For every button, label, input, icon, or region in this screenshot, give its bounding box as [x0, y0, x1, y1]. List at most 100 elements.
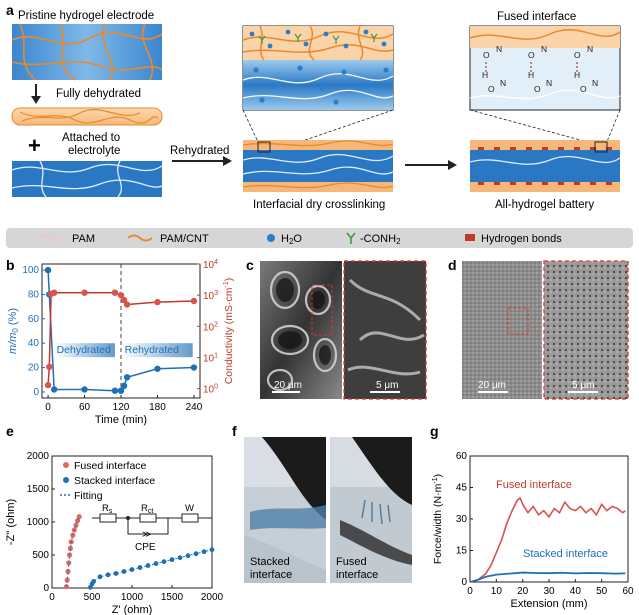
pam-cnt-icon [127, 234, 153, 242]
chart-b-cond-point [117, 291, 125, 299]
chart-b-ytick-right-label: 100 [203, 384, 218, 396]
chart-g-xtick-label: 0 [467, 586, 473, 597]
chart-b-cond-point [81, 289, 88, 296]
chart-b-cond-point [46, 363, 53, 371]
chart-b-dehydrated-arrow [54, 343, 115, 358]
chart-e-fused-point [63, 584, 69, 590]
fused-label: Fused interface [497, 11, 576, 23]
chart-b-ytick-left-label: 60 [28, 314, 40, 325]
atom-n-2: N [500, 78, 506, 88]
chart-b-mass-point [111, 387, 119, 394]
chart-b-mass-point [120, 382, 128, 390]
panel-label-c: c [246, 257, 254, 273]
chart-b-ytick-left-label: 80 [28, 289, 40, 300]
conh2-icon [346, 232, 356, 244]
chart-e-ytick-label: 0 [43, 583, 49, 594]
chart-b-ylabel-right: Conductivity (mS·cm-1) [223, 278, 235, 385]
scale-c-left: 20 μm [274, 380, 302, 391]
chart-g-ytick-label: 30 [456, 514, 468, 525]
interfacial-label: Interfacial dry crosslinking [253, 199, 385, 211]
chart-e-stacked-fit [89, 549, 213, 588]
chart-b-xlabel: Time (min) [95, 414, 147, 426]
chart-e-fused-fit [65, 516, 80, 587]
chart-e-legend-stacked: Stacked interface [74, 475, 155, 487]
chart-e-stacked-point [145, 563, 151, 568]
circuit-rs-label: Rs [102, 503, 113, 515]
circuit-rct [139, 513, 157, 523]
chart-b-mass-point [44, 266, 52, 274]
chart-b-mass-point [123, 374, 131, 381]
chart-b: 0 60 120 180 240 0 20 40 60 80 100 100 101 102 103 104 m… [7, 259, 235, 426]
chart-e-fused-point [67, 545, 73, 552]
chart-b-cond-point [120, 296, 128, 304]
chart-g-xtick-label: 30 [543, 586, 555, 597]
chart-e: 0 500 1000 1500 2000 0 500 1000 1500 2000 Z' (ohm)… [5, 451, 224, 615]
chart-g-xtick-label: 40 [570, 586, 582, 597]
chart-b-ytick-right-label: 104 [203, 259, 218, 271]
chart-b-cond-point [44, 381, 52, 389]
legend-pam-cnt: PAM/CNT [160, 233, 209, 245]
chart-e-stacked-point [137, 565, 143, 570]
battery-label: All-hydrogel battery [495, 199, 594, 211]
chart-e-legend-fit: Fitting [74, 490, 103, 502]
chart-b-ytick-right-label: 101 [203, 352, 218, 364]
rehydrated-arrow [172, 156, 232, 166]
sem-image-c: 20 μm [260, 261, 342, 399]
chart-e-ytick-label: 2000 [27, 451, 50, 462]
chart-g-ytick-label: 15 [456, 546, 468, 557]
chart-g-xtick-label: 20 [517, 586, 529, 597]
chart-b-mass-point [81, 386, 88, 393]
fused-zoom: O N H O N O N H O N O N H O N [469, 25, 621, 111]
chart-e-fused-point [75, 518, 81, 524]
chart-e-ytick-label: 1000 [27, 517, 50, 528]
dehydrated-label: Fully dehydrated [56, 88, 141, 100]
chart-e-xlabel: Z' (ohm) [112, 604, 153, 615]
plus-sign: + [28, 133, 41, 158]
atom-o-4: O [534, 84, 541, 94]
hydrogel-battery [469, 140, 621, 192]
chart-b-ytick-left-label: 20 [28, 363, 40, 374]
panel-label-b: b [6, 257, 15, 273]
circuit-rct-label: Rct [141, 503, 153, 515]
sem-image-d-zoom: 5 μm [543, 260, 629, 400]
chart-b-mass-point [50, 386, 58, 393]
chart-b-rehydrated-arrow [122, 343, 193, 358]
chart-e-xtick-label: 500 [84, 592, 101, 603]
photo-stacked: Stacked interface [244, 437, 326, 583]
chart-e-xtick-label: 0 [49, 592, 55, 603]
chart-e-legend-stacked-marker [63, 477, 69, 483]
legend-conh2: -CONH2 [360, 233, 401, 246]
atom-o-5: O [574, 50, 581, 60]
chart-b-cond-point [50, 289, 58, 296]
chart-g-ytick-label: 60 [456, 451, 468, 462]
pristine-electrode [11, 23, 163, 81]
panel-label-d: d [448, 257, 457, 273]
chart-b-ylabel-left: m/m0 (%) [7, 308, 20, 354]
legend-bar: PAM PAM/CNT H2O -CONH2 Hydrogen bonds [6, 228, 633, 248]
sem-image-c-zoom: 5 μm [343, 260, 427, 400]
chart-b-xtick-label: 0 [45, 402, 51, 413]
atom-n-5: N [587, 44, 593, 54]
photo-fused-label-1: Fused [336, 556, 367, 568]
chart-e-xtick-label: 2000 [201, 592, 224, 603]
chart-e-xtick-label: 1000 [121, 592, 144, 603]
chart-g-ytick-label: 0 [461, 577, 467, 588]
chart-e-ylabel: -Z'' (ohm) [5, 499, 17, 545]
chart-e-ytick-label: 500 [32, 550, 49, 561]
atom-o-6: O [580, 84, 587, 94]
scale-d-left: 20 μm [478, 380, 506, 391]
chart-g-xtick-label: 10 [491, 586, 503, 597]
chart-b-mass-point [190, 364, 198, 371]
chart-b-ytick-left-label: 100 [22, 265, 39, 276]
chart-b-rehydrated-label: Rehydrated [125, 344, 179, 356]
photo-stacked-label-1: Stacked [250, 556, 290, 568]
chart-b-cond-point [154, 298, 161, 306]
chart-e-fused-point [65, 568, 71, 575]
panel-label-e: e [6, 423, 14, 439]
legend-hbonds: Hydrogen bonds [481, 233, 562, 245]
circuit-cpe-symbol: ≫ [142, 529, 151, 539]
panel-label-g: g [430, 423, 439, 439]
right-arrow [405, 160, 457, 170]
legend-pam: PAM [72, 233, 95, 245]
